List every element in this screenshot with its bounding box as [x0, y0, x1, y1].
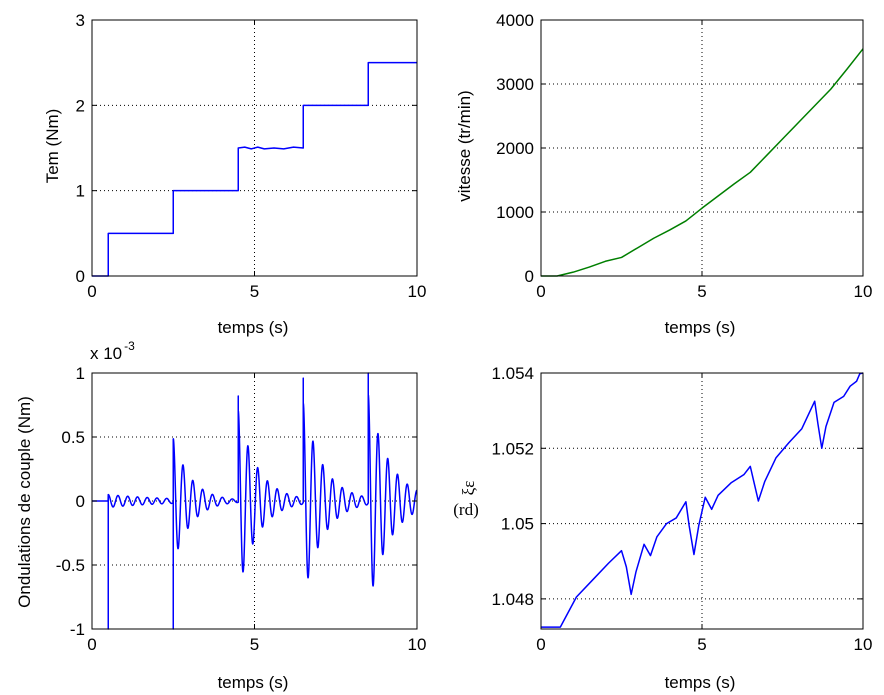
ripple-xlabel: temps (s)	[218, 673, 289, 692]
ripple-panel: 0 5 10 -1 -0.5 0 0.5 1 x 10 -3 temps (s) Ondulat…	[15, 339, 426, 692]
angle-xtick-label: 5	[697, 635, 706, 654]
torque-ticks: 0 5 10 0 1 2 3	[76, 11, 427, 301]
torque-ytick-label: 1	[76, 182, 85, 201]
ripple-multiplier-base: x 10	[90, 344, 122, 363]
angle-xtick-label: 10	[854, 635, 873, 654]
angle-ytick-label: 1.05	[501, 515, 534, 534]
angle-ylabel: (rd)	[453, 500, 478, 519]
torque-panel: 0 5 10 0 1 2 3 temps (s) Tem (Nm)	[43, 11, 426, 337]
torque-xtick-label: 10	[408, 282, 427, 301]
ripple-multiplier: x 10 -3	[90, 339, 135, 363]
speed-ticks: 0 5 10 0 1000 2000 3000 4000	[496, 11, 872, 301]
ripple-ylabel: Ondulations de couple (Nm)	[15, 396, 34, 608]
angle-ytick-label: 1.048	[491, 590, 534, 609]
angle-ticks: 0 5 10 1.048 1.05 1.052 1.054	[491, 364, 872, 654]
torque-xlabel: temps (s)	[218, 318, 289, 337]
ripple-xtick-label: 0	[87, 635, 96, 654]
angle-grid	[541, 373, 863, 629]
angle-ytick-label: 1.052	[491, 439, 534, 458]
torque-ytick-label: 3	[76, 11, 85, 30]
angle-xlabel: temps (s)	[665, 673, 736, 692]
angle-xtick-label: 0	[536, 635, 545, 654]
speed-ylabel: vitesse (tr/min)	[455, 90, 474, 201]
speed-xtick-label: 0	[536, 282, 545, 301]
angle-ylabel-symbol: ξε	[459, 481, 478, 496]
ripple-ytick-label: 1	[76, 364, 85, 383]
ripple-ytick-label: -0.5	[56, 556, 85, 575]
speed-xtick-label: 5	[697, 282, 706, 301]
ripple-multiplier-exponent: -3	[124, 339, 135, 353]
speed-ytick-label: 3000	[496, 75, 534, 94]
ripple-ytick-label: 0	[76, 492, 85, 511]
torque-xtick-label: 5	[250, 282, 259, 301]
angle-panel: 0 5 10 1.048 1.05 1.052 1.054 temps (s) ξε (rd…	[453, 364, 872, 692]
torque-xtick-label: 0	[87, 282, 96, 301]
speed-ytick-label: 0	[525, 267, 534, 286]
torque-ytick-label: 2	[76, 96, 85, 115]
angle-series-group	[541, 372, 864, 628]
ripple-xtick-label: 5	[250, 635, 259, 654]
ripple-ytick-label: 0.5	[61, 428, 85, 447]
speed-ytick-label: 4000	[496, 11, 534, 30]
torque-ytick-label: 0	[76, 267, 85, 286]
angle-ytick-label: 1.054	[491, 364, 534, 383]
torque-ylabel: Tem (Nm)	[43, 109, 62, 184]
speed-panel: 0 5 10 0 1000 2000 3000 4000 temps (s) vitesse …	[455, 11, 872, 337]
ripple-ytick-label: -1	[70, 620, 85, 639]
speed-ytick-label: 1000	[496, 203, 534, 222]
speed-grid	[541, 20, 863, 276]
speed-series-group	[541, 48, 864, 277]
speed-series-line	[541, 48, 864, 277]
torque-series-line	[92, 61, 417, 277]
speed-xlabel: temps (s)	[665, 318, 736, 337]
ripple-series-group	[91, 372, 418, 630]
speed-ytick-label: 2000	[496, 139, 534, 158]
speed-xtick-label: 10	[854, 282, 873, 301]
ripple-ticks: 0 5 10 -1 -0.5 0 0.5 1	[56, 364, 427, 654]
angle-series-line	[541, 372, 864, 628]
ripple-xtick-label: 10	[408, 635, 427, 654]
torque-series-group	[92, 61, 417, 277]
ripple-grid	[92, 373, 417, 629]
ripple-series-line	[91, 372, 418, 630]
